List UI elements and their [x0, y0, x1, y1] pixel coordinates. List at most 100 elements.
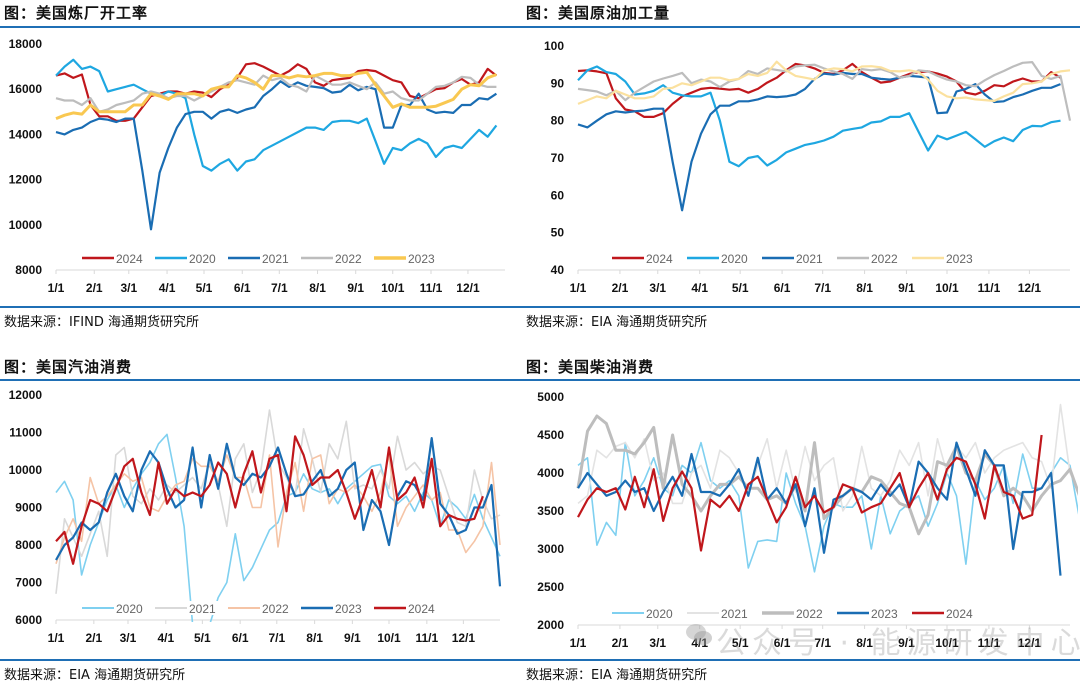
legend-label: 2020: [646, 607, 673, 621]
x-tick-label: 11/1: [420, 281, 443, 295]
y-tick-label: 8000: [15, 263, 42, 277]
series-line-2023: [55, 436, 502, 587]
x-tick-label: 2/1: [85, 631, 102, 645]
y-tick-label: 90: [551, 76, 565, 90]
x-tick-label: 5/1: [732, 281, 749, 295]
source-rule: [0, 659, 532, 661]
y-tick-label: 5000: [537, 390, 564, 404]
x-tick-label: 3/1: [120, 631, 137, 645]
x-tick-label: 12/1: [452, 631, 476, 645]
y-tick-label: 8000: [15, 538, 42, 552]
x-tick-label: 6/1: [774, 281, 791, 295]
y-tick-label: 60: [551, 188, 565, 202]
y-tick-label: 50: [551, 226, 565, 240]
legend-bg: [609, 606, 680, 620]
title-rule: [522, 26, 1080, 28]
x-tick-label: 9/1: [344, 631, 361, 645]
legend-label: 2022: [871, 252, 898, 266]
y-tick-label: 9000: [15, 501, 42, 515]
x-tick-label: 4/1: [691, 636, 708, 650]
source-rule: [0, 306, 532, 308]
legend-label: 2022: [262, 602, 289, 616]
y-tick-label: 7000: [15, 576, 42, 590]
legend-label: 2024: [116, 252, 143, 266]
chart-title: 图：美国炼厂开工率: [4, 4, 149, 22]
y-tick-label: 4000: [537, 466, 564, 480]
x-tick-label: 7/1: [814, 281, 831, 295]
x-tick-label: 2/1: [612, 636, 629, 650]
series-line-2022: [577, 60, 1072, 121]
legend-label: 2023: [871, 607, 898, 621]
y-tick-label: 6000: [15, 613, 42, 627]
y-tick-label: 3500: [537, 504, 564, 518]
y-tick-label: 12000: [9, 388, 43, 402]
legend-label: 2022: [796, 607, 823, 621]
legend-label: 2021: [721, 607, 748, 621]
legend-label: 2021: [189, 602, 216, 616]
x-tick-label: 5/1: [194, 631, 211, 645]
x-tick-label: 5/1: [732, 636, 749, 650]
y-tick-label: 10000: [9, 463, 43, 477]
x-tick-label: 8/1: [856, 281, 873, 295]
legend-bg: [609, 251, 680, 265]
series-line-2022: [55, 74, 497, 113]
chart-svg: 2000 2500 3000 3500 4000 4500 5000 1/1 2/1 3/1 4/1…: [537, 390, 1078, 650]
y-tick-label: 12000: [9, 173, 43, 187]
legend-label: 2020: [721, 252, 748, 266]
x-tick-label: 11/1: [978, 281, 1001, 295]
x-tick-label: 2/1: [86, 281, 103, 295]
chart-title: 图：美国原油加工量: [526, 4, 671, 22]
y-tick-label: 2000: [537, 618, 564, 632]
legend-bg: [759, 606, 830, 620]
legend-label: 2020: [189, 252, 216, 266]
y-tick-label: 16000: [9, 82, 43, 96]
panel-gasoline-demand: 图：美国汽油消费 6000 7000 8000 9000 10000 11000 12000…: [0, 352, 532, 685]
x-tick-label: 8/1: [309, 281, 326, 295]
legend-label: 2023: [946, 252, 973, 266]
x-tick-label: 1/1: [48, 631, 65, 645]
x-tick-label: 3/1: [120, 281, 137, 295]
chart-svg: 40 50 60 70 80 90 100 1/1 2/1 3/1 4/1 5/1 6/1 7/1 8/1 9…: [544, 39, 1072, 295]
series-line-2023: [55, 70, 497, 120]
x-tick-label: 10/1: [377, 631, 401, 645]
x-tick-label: 4/1: [691, 281, 708, 295]
legend-label: 2024: [408, 602, 435, 616]
x-tick-label: 1/1: [570, 636, 587, 650]
x-tick-label: 11/1: [415, 631, 438, 645]
x-tick-label: 7/1: [814, 636, 831, 650]
x-tick-label: 7/1: [271, 281, 288, 295]
legend-bg: [834, 251, 905, 265]
y-tick-label: 11000: [9, 426, 42, 440]
x-tick-label: 8/1: [306, 631, 323, 645]
series-line-2024: [577, 434, 1043, 552]
y-tick-label: 18000: [9, 37, 43, 51]
panel-diesel-demand: 图：美国柴油消费 2000 2500 3000 3500 4000 4500 5000 1/1…: [522, 352, 1080, 685]
x-tick-label: 12/1: [1018, 636, 1042, 650]
x-tick-label: 6/1: [774, 636, 791, 650]
panel-refinery-utilization: 图：美国炼厂开工率 8000 10000 12000 14000 16000 18000 1…: [0, 0, 532, 345]
watermark-text: 公众号 · 能源研发中心: [716, 626, 1080, 661]
legend-label: 2024: [646, 252, 673, 266]
series-line-2024: [55, 435, 484, 565]
x-tick-label: 5/1: [196, 281, 213, 295]
x-tick-label: 8/1: [856, 636, 873, 650]
legend-bg: [909, 606, 980, 620]
x-tick-label: 6/1: [234, 281, 251, 295]
panel-crude-runs: 图：美国原油加工量 40 50 60 70 80 90 100 1/1 2/1 3/1 4/1 5/1…: [522, 0, 1080, 345]
title-rule: [0, 379, 532, 381]
legend-bg: [684, 606, 755, 620]
y-tick-label: 14000: [9, 127, 43, 141]
data-source: 数据来源：EIA 海通期货研究所: [526, 315, 708, 330]
x-tick-label: 1/1: [570, 281, 587, 295]
wechat-icon: [686, 624, 712, 645]
series-line-2023: [577, 441, 1062, 576]
x-tick-label: 4/1: [157, 631, 174, 645]
data-source: 数据来源：EIA 海通期货研究所: [526, 668, 708, 683]
y-tick-label: 3000: [537, 542, 564, 556]
x-tick-label: 12/1: [456, 281, 480, 295]
y-tick-label: 10000: [9, 218, 43, 232]
chart-title: 图：美国汽油消费: [4, 358, 133, 376]
series-line-2021: [55, 80, 498, 231]
series-line-2024: [577, 62, 1062, 119]
x-tick-label: 11/1: [978, 636, 1001, 650]
